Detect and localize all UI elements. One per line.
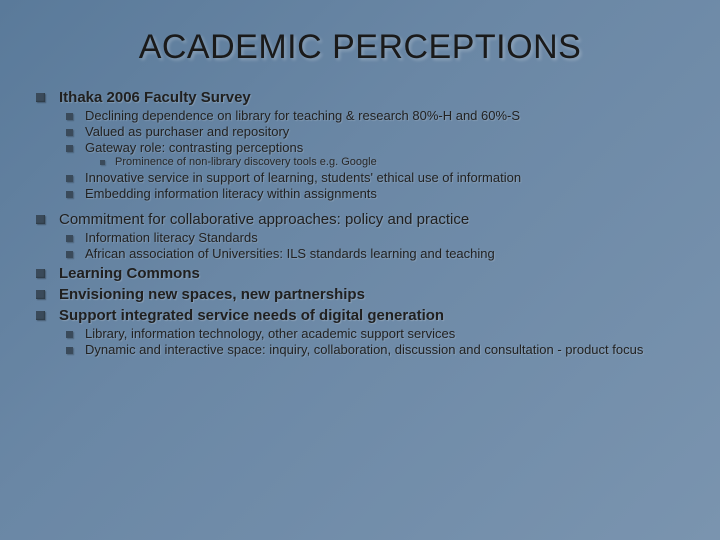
bullet-text: Valued as purchaser and repository xyxy=(85,124,289,139)
bullet-list-level3: Prominence of non-library discovery tool… xyxy=(100,156,684,168)
square-bullet-icon xyxy=(66,235,73,242)
list-item: Prominence of non-library discovery tool… xyxy=(100,156,684,168)
square-bullet-icon xyxy=(36,290,45,299)
square-bullet-icon xyxy=(36,311,45,320)
square-bullet-icon xyxy=(66,331,73,338)
square-bullet-icon xyxy=(36,215,45,224)
list-item: Information literacy Standards xyxy=(66,230,684,245)
square-bullet-icon xyxy=(66,175,73,182)
bullet-list-level2: Declining dependence on library for teac… xyxy=(66,108,684,201)
list-item: Envisioning new spaces, new partnerships xyxy=(36,286,684,303)
bullet-text: Ithaka 2006 Faculty Survey xyxy=(59,89,251,106)
bullet-list-level2: Library, information technology, other a… xyxy=(66,326,684,357)
bullet-text: Support integrated service needs of digi… xyxy=(59,307,444,324)
bullet-text: Envisioning new spaces, new partnerships xyxy=(59,286,365,303)
bullet-text: Information literacy Standards xyxy=(85,230,258,245)
list-item: Innovative service in support of learnin… xyxy=(66,170,684,185)
bullet-list-level1: Ithaka 2006 Faculty Survey Declining dep… xyxy=(36,89,684,357)
square-bullet-icon xyxy=(66,191,73,198)
bullet-text: Library, information technology, other a… xyxy=(85,326,455,341)
list-item: Library, information technology, other a… xyxy=(66,326,684,341)
square-bullet-icon xyxy=(66,129,73,136)
square-bullet-icon xyxy=(100,160,105,165)
square-bullet-icon xyxy=(66,145,73,152)
list-item: Learning Commons xyxy=(36,265,684,282)
list-item: Declining dependence on library for teac… xyxy=(66,108,684,123)
list-item: Embedding information literacy within as… xyxy=(66,186,684,201)
square-bullet-icon xyxy=(66,113,73,120)
list-item: Commitment for collaborative approaches:… xyxy=(36,211,684,261)
list-item: Ithaka 2006 Faculty Survey Declining dep… xyxy=(36,89,684,201)
bullet-text: Prominence of non-library discovery tool… xyxy=(115,156,377,168)
list-item: Valued as purchaser and repository xyxy=(66,124,684,139)
bullet-text: Learning Commons xyxy=(59,265,200,282)
bullet-list-level2: Information literacy Standards African a… xyxy=(66,230,684,261)
list-item: Support integrated service needs of digi… xyxy=(36,307,684,357)
bullet-text: Commitment for collaborative approaches:… xyxy=(59,211,469,228)
square-bullet-icon xyxy=(36,269,45,278)
bullet-text: Gateway role: contrasting perceptions xyxy=(85,140,303,155)
bullet-text: African association of Universities: ILS… xyxy=(85,246,495,261)
square-bullet-icon xyxy=(66,251,73,258)
list-item: Gateway role: contrasting perceptions Pr… xyxy=(66,140,684,168)
list-item: Dynamic and interactive space: inquiry, … xyxy=(66,342,684,357)
square-bullet-icon xyxy=(36,93,45,102)
bullet-text: Embedding information literacy within as… xyxy=(85,186,377,201)
square-bullet-icon xyxy=(66,347,73,354)
list-item: African association of Universities: ILS… xyxy=(66,246,684,261)
slide-title: ACADEMIC PERCEPTIONS xyxy=(36,28,684,67)
bullet-text: Dynamic and interactive space: inquiry, … xyxy=(85,342,643,357)
bullet-text: Innovative service in support of learnin… xyxy=(85,170,521,185)
bullet-text: Declining dependence on library for teac… xyxy=(85,108,520,123)
